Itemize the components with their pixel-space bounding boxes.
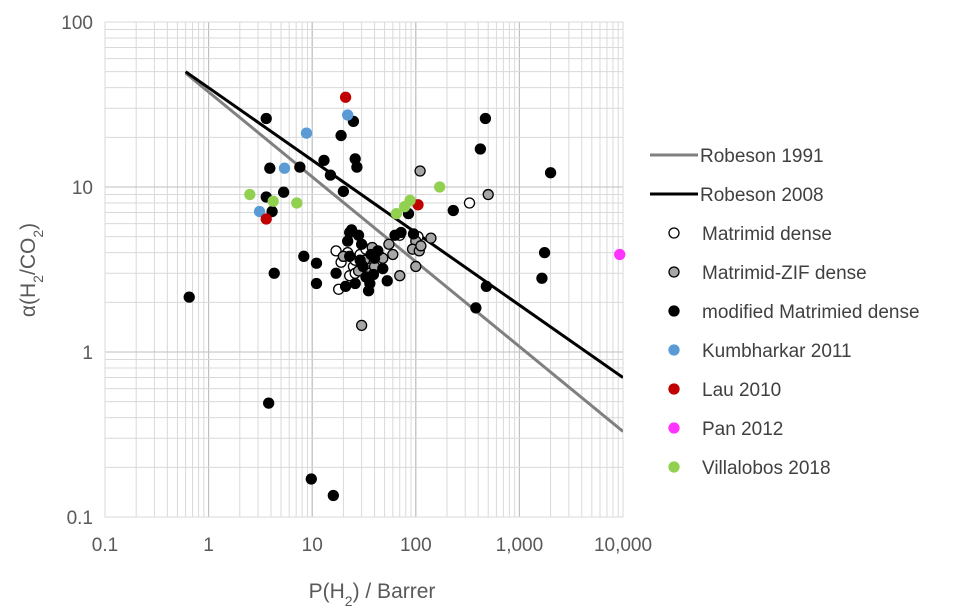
data-point xyxy=(355,238,368,250)
data-point xyxy=(544,167,557,179)
data-point xyxy=(294,161,306,173)
legend-label: modified Matrimied dense xyxy=(702,302,920,323)
x-tick-label: 100 xyxy=(400,535,432,556)
plot-area-border xyxy=(104,21,624,518)
data-point xyxy=(298,250,310,262)
data-point xyxy=(538,247,551,259)
data-point xyxy=(381,275,393,287)
data-point xyxy=(480,280,493,292)
data-point xyxy=(278,162,291,174)
legend-marker xyxy=(668,422,680,434)
legend-marker xyxy=(668,266,680,278)
data-point xyxy=(310,277,323,290)
trend-lines xyxy=(184,70,623,433)
legend-marker xyxy=(668,344,680,356)
data-point xyxy=(387,248,399,261)
data-point xyxy=(349,277,361,290)
y-axis-ticks: 0.1 1 10 100 xyxy=(61,13,93,529)
legend-label: Pan 2012 xyxy=(702,419,783,440)
data-point xyxy=(357,260,369,273)
data-point xyxy=(414,165,426,177)
data-point xyxy=(364,277,376,290)
data-point xyxy=(351,161,363,173)
legend-marker xyxy=(668,305,680,317)
data-points xyxy=(183,91,626,502)
data-point xyxy=(267,195,279,207)
legend: Robeson 1991 Robeson 2008 Matrimid dense Ma… xyxy=(650,146,920,479)
data-point xyxy=(355,319,368,332)
data-point xyxy=(300,127,313,139)
data-point xyxy=(253,205,266,218)
data-point xyxy=(410,260,422,273)
data-point xyxy=(330,267,342,279)
upper-bound-line xyxy=(184,70,623,379)
data-point xyxy=(404,194,416,207)
data-point xyxy=(183,291,195,303)
data-point xyxy=(264,162,276,174)
data-point xyxy=(305,473,317,485)
legend-label: Robeson 1991 xyxy=(700,146,824,167)
data-point xyxy=(327,489,339,502)
data-point xyxy=(479,112,492,125)
data-point xyxy=(260,213,272,225)
data-point xyxy=(277,186,290,198)
x-axis-label: P(H2) / Barrer xyxy=(309,580,436,606)
data-point xyxy=(415,240,427,252)
data-point xyxy=(244,188,256,201)
x-tick-label: 0.1 xyxy=(92,535,118,556)
data-point xyxy=(470,302,482,314)
legend-label: Matrimid dense xyxy=(702,224,832,245)
data-point xyxy=(335,129,347,142)
data-point xyxy=(614,248,626,261)
data-point xyxy=(268,267,280,279)
y-tick-label: 10 xyxy=(72,178,93,199)
data-point xyxy=(368,252,381,264)
legend-label: Robeson 2008 xyxy=(700,185,824,206)
data-point xyxy=(291,197,303,209)
data-point xyxy=(342,109,354,121)
data-point xyxy=(339,91,352,103)
data-point xyxy=(474,143,487,155)
legend-marker xyxy=(668,383,680,395)
legend-label: Lau 2010 xyxy=(702,380,781,401)
data-point xyxy=(263,397,275,409)
y-tick-label: 0.1 xyxy=(67,508,93,529)
data-point xyxy=(447,204,459,217)
upper-bound-line xyxy=(184,71,623,433)
x-tick-label: 1 xyxy=(203,535,214,556)
legend-marker xyxy=(668,227,680,239)
data-point xyxy=(339,280,352,292)
data-point xyxy=(390,207,403,220)
data-point xyxy=(344,250,356,262)
data-point xyxy=(337,185,350,198)
legend-label: Villalobos 2018 xyxy=(702,458,831,479)
legend-marker xyxy=(668,461,680,473)
data-point xyxy=(324,169,337,181)
data-point xyxy=(407,228,420,240)
data-point xyxy=(425,232,437,244)
x-axis-ticks: 0.1 1 10 100 1,000 10,000 xyxy=(92,535,652,556)
data-point xyxy=(310,257,323,269)
legend-label: Matrimid-ZIF dense xyxy=(702,263,867,284)
y-tick-label: 1 xyxy=(82,343,93,364)
data-point xyxy=(434,181,446,193)
x-tick-label: 10,000 xyxy=(594,535,652,556)
data-point xyxy=(377,263,389,275)
x-tick-label: 10 xyxy=(302,535,323,556)
data-point xyxy=(318,154,330,167)
data-point xyxy=(383,238,395,250)
grid-lines xyxy=(104,21,624,518)
data-point xyxy=(395,226,407,239)
data-point xyxy=(394,270,406,282)
x-tick-label: 1,000 xyxy=(496,535,544,556)
data-point xyxy=(463,197,476,209)
data-point xyxy=(536,272,548,284)
legend-label: Kumbharkar 2011 xyxy=(702,341,852,362)
data-point xyxy=(260,112,272,125)
y-axis-label: α(H2/CO2) xyxy=(17,223,46,317)
data-point xyxy=(482,188,494,201)
y-tick-label: 100 xyxy=(61,13,93,34)
